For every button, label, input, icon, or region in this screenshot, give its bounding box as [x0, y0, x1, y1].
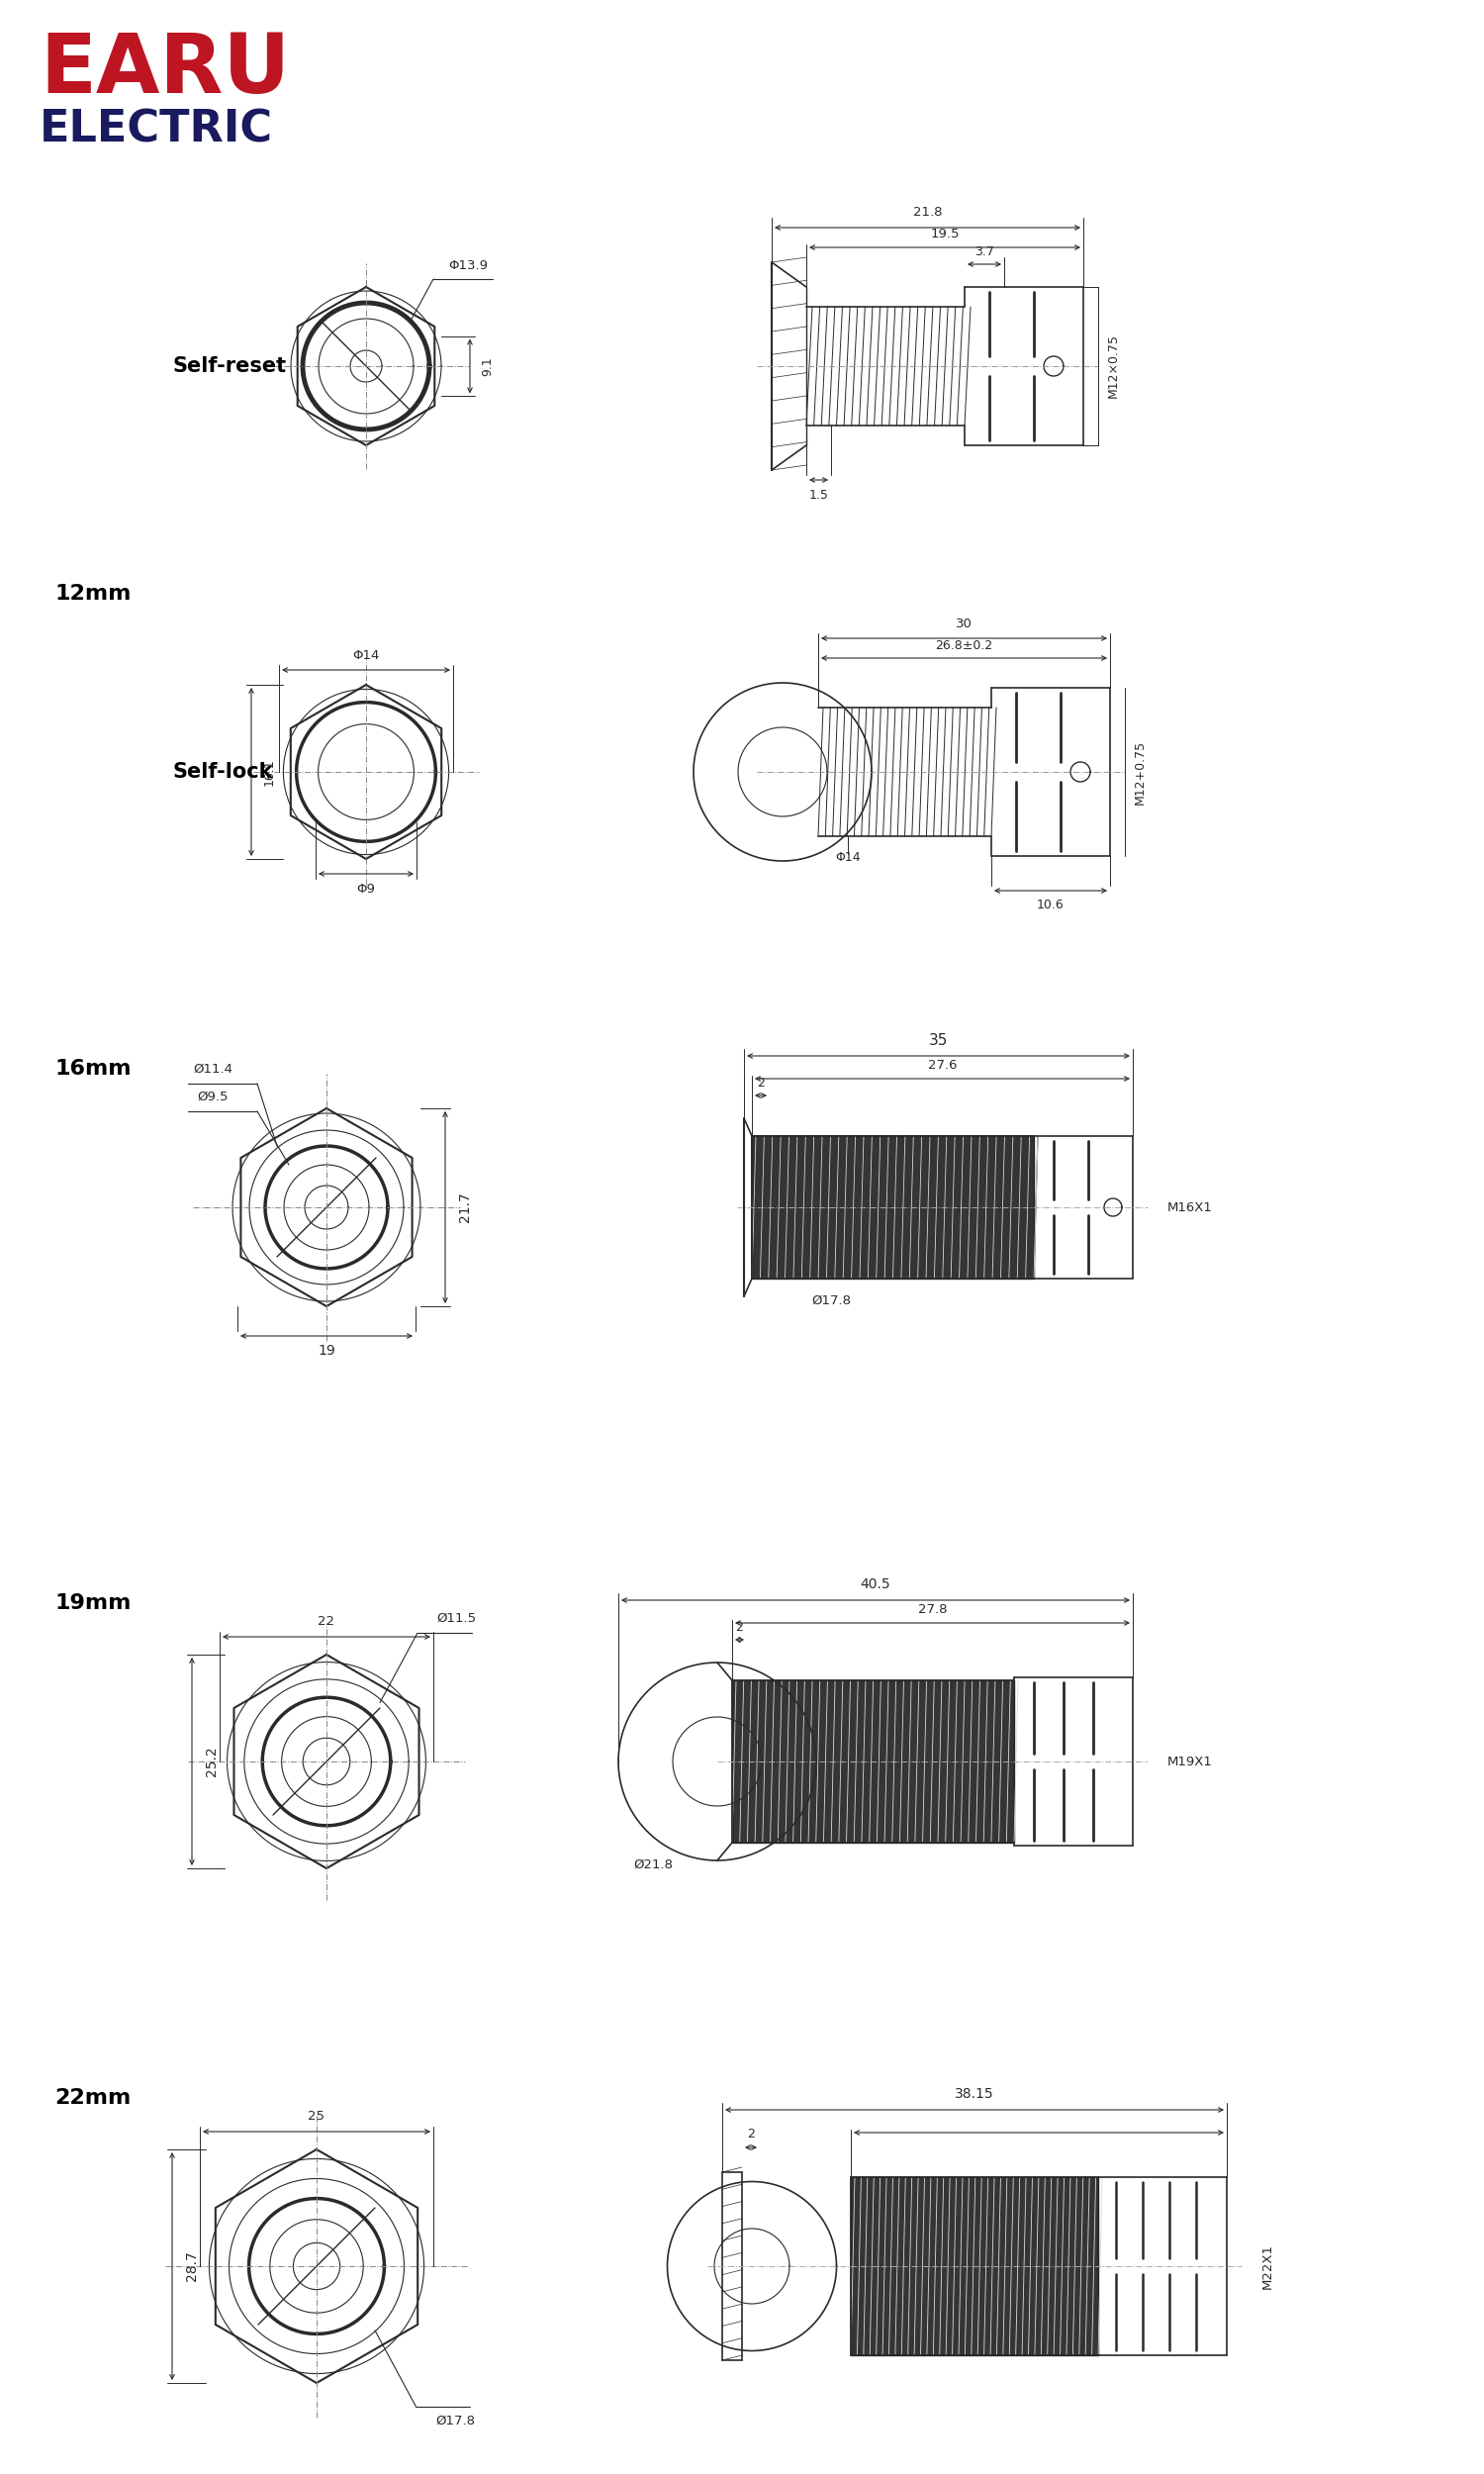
Text: Φ14: Φ14: [835, 851, 861, 863]
Text: M16X1: M16X1: [1168, 1200, 1212, 1215]
Text: 21.7: 21.7: [459, 1192, 472, 1222]
Text: Self-lock: Self-lock: [174, 762, 273, 782]
Text: 19mm: 19mm: [55, 1593, 131, 1613]
Text: 26.8±0.2: 26.8±0.2: [935, 638, 993, 651]
Text: 2: 2: [757, 1076, 764, 1089]
Text: 30: 30: [956, 616, 972, 631]
Text: M22X1: M22X1: [1261, 2244, 1275, 2288]
Text: 3.7: 3.7: [975, 245, 994, 257]
Text: 22: 22: [318, 1616, 335, 1628]
Text: M12×0.75: M12×0.75: [1107, 334, 1119, 398]
Text: Φ14: Φ14: [353, 648, 380, 661]
Text: M19X1: M19X1: [1168, 1754, 1212, 1769]
Text: 27.8: 27.8: [917, 1603, 947, 1616]
Text: 16mm: 16mm: [55, 1059, 131, 1079]
Text: Ø17.8: Ø17.8: [436, 2415, 475, 2427]
Text: Ø21.8: Ø21.8: [634, 1858, 672, 1870]
Text: Ø17.8: Ø17.8: [812, 1294, 850, 1306]
Text: Φ9: Φ9: [356, 883, 375, 896]
Text: 16.1: 16.1: [263, 757, 276, 787]
Text: 2: 2: [746, 2128, 755, 2140]
Text: 35: 35: [929, 1032, 948, 1047]
Text: 25.2: 25.2: [205, 1747, 218, 1776]
Text: 19.5: 19.5: [930, 228, 959, 240]
Text: Ø11.4: Ø11.4: [193, 1061, 233, 1076]
Text: 21.8: 21.8: [913, 205, 942, 220]
Text: 27.6: 27.6: [928, 1059, 957, 1071]
Text: 22mm: 22mm: [55, 2088, 131, 2108]
Text: 2: 2: [736, 1620, 743, 1633]
Text: ELECTRIC: ELECTRIC: [40, 109, 273, 151]
Text: Ø11.5: Ø11.5: [436, 1613, 476, 1625]
Text: 38.15: 38.15: [954, 2088, 994, 2100]
Text: 19: 19: [318, 1343, 335, 1358]
Text: EARU: EARU: [40, 30, 289, 109]
Text: 28.7: 28.7: [186, 2251, 199, 2281]
Text: Self-reset: Self-reset: [174, 356, 286, 376]
Text: M12+0.75: M12+0.75: [1134, 740, 1146, 804]
Text: 1.5: 1.5: [809, 487, 828, 502]
Text: 9.1: 9.1: [481, 356, 494, 376]
Text: 40.5: 40.5: [861, 1578, 890, 1591]
Text: 12mm: 12mm: [55, 584, 131, 604]
Text: Φ13.9: Φ13.9: [448, 260, 488, 272]
Text: 10.6: 10.6: [1037, 898, 1064, 913]
Text: 25: 25: [309, 2110, 325, 2123]
Text: Ø9.5: Ø9.5: [197, 1091, 229, 1103]
